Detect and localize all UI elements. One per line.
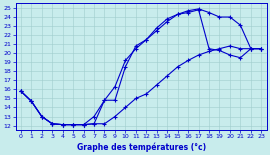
X-axis label: Graphe des températures (°c): Graphe des températures (°c) [76,142,206,152]
